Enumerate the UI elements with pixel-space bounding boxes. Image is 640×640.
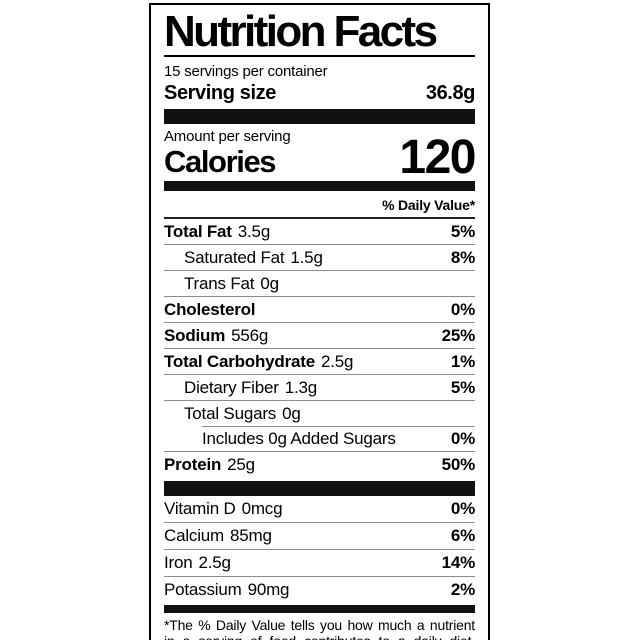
thick-divider-bar xyxy=(164,109,475,124)
calories-value: 120 xyxy=(399,131,476,184)
micronutrient-table: Vitamin D 0mcg 0% Calcium 85mg 6% Iron 2.5g… xyxy=(164,496,475,603)
nutrient-name-amount: Saturated Fat 1.5g xyxy=(184,247,323,267)
nutrient-name-amount: Total Fat 3.5g xyxy=(164,221,271,241)
calories-section: Amount per serving Calories 120 xyxy=(164,128,476,184)
nutrient-name-amount: Iron 2.5g xyxy=(164,553,231,572)
micronutrient-row-iron: Iron 2.5g 14% xyxy=(164,549,475,576)
nutrient-daily-value: 0% xyxy=(450,428,475,448)
micronutrient-row-calcium: Calcium 85mg 6% xyxy=(164,522,475,549)
micronutrient-row-vitamin-d: Vitamin D 0mcg 0% xyxy=(164,496,475,522)
nutrient-row-trans-fat: Trans Fat 0g xyxy=(164,270,475,296)
nutrient-row-sodium: Sodium 556g 25% xyxy=(164,322,475,348)
nutrient-row-total-carbohydrate: Total Carbohydrate 2.5g 1% xyxy=(164,348,475,374)
serving-size-label: Serving size xyxy=(164,82,276,104)
nutrient-name-amount: Total Sugars 0g xyxy=(184,403,301,423)
nutrient-daily-value: 1% xyxy=(450,351,475,371)
nutrient-name-amount: Sodium 556g xyxy=(164,325,269,345)
nutrient-table: Total Fat 3.5g 5% Saturated Fat 1.5g 8% Tr… xyxy=(164,217,475,477)
nutrient-row-dietary-fiber: Dietary Fiber 1.3g 5% xyxy=(164,374,475,400)
nutrient-daily-value: 0% xyxy=(450,299,475,319)
daily-value-footnote: *The % Daily Value tells you how much a … xyxy=(164,617,475,640)
nutrient-name-amount: Vitamin D 0mcg xyxy=(164,499,283,518)
calories-label: Calories xyxy=(164,144,277,179)
nutrient-row-total-sugars: Total Sugars 0g xyxy=(164,400,475,426)
nutrient-name-amount: Potassium 90mg xyxy=(164,580,290,599)
calories-left-column: Amount per serving Calories xyxy=(164,128,291,179)
nutrient-name-amount: Calcium 85mg xyxy=(164,526,272,545)
nutrient-name-amount: Total Carbohydrate 2.5g xyxy=(164,351,354,371)
serving-size-value: 36.8g xyxy=(425,82,476,104)
nutrient-daily-value: 14% xyxy=(441,553,476,572)
nutrient-daily-value: 0% xyxy=(450,499,475,518)
nutrient-name-amount: Includes 0g Added Sugars xyxy=(202,428,396,448)
daily-value-header: % Daily Value* xyxy=(382,197,475,213)
title-divider xyxy=(164,55,475,57)
footnote-line: *The % Daily Value tells you how much a … xyxy=(164,617,475,633)
servings-per-container: 15 servings per container xyxy=(164,63,328,80)
nutrient-name-amount: Protein 25g xyxy=(164,454,255,474)
nutrient-row-cholesterol: Cholesterol 0% xyxy=(164,296,475,322)
nutrient-name-amount: Cholesterol xyxy=(164,299,256,319)
nutrient-daily-value: 5% xyxy=(450,221,475,241)
label-title: Nutrition Facts xyxy=(164,7,438,56)
nutrient-row-protein: Protein 25g 50% xyxy=(164,451,475,477)
nutrition-facts-label: Nutrition Facts 15 servings per containe… xyxy=(149,3,490,640)
footnote-line: in a serving of food contributes to a da… xyxy=(164,633,475,640)
nutrient-daily-value: 6% xyxy=(450,526,475,545)
serving-size-row: Serving size 36.8g xyxy=(164,82,475,105)
nutrient-daily-value: 50% xyxy=(441,454,476,474)
nutrient-row-saturated-fat: Saturated Fat 1.5g 8% xyxy=(164,244,475,270)
medium-divider-bar xyxy=(164,181,475,191)
nutrient-name-amount: Trans Fat 0g xyxy=(184,273,279,293)
nutrient-daily-value: 8% xyxy=(450,247,475,267)
nutrient-daily-value: 25% xyxy=(441,325,476,345)
thick-divider-bar xyxy=(164,481,475,496)
nutrient-name-amount: Dietary Fiber 1.3g xyxy=(184,377,317,397)
amount-per-serving-label: Amount per serving xyxy=(164,128,291,145)
nutrient-daily-value: 2% xyxy=(450,580,475,599)
medium-divider-bar xyxy=(164,605,475,613)
nutrient-daily-value: 5% xyxy=(450,377,475,397)
micronutrient-row-potassium: Potassium 90mg 2% xyxy=(164,576,475,603)
nutrient-row-total-fat: Total Fat 3.5g 5% xyxy=(164,217,475,244)
nutrient-row-added-sugars: Includes 0g Added Sugars 0% xyxy=(164,426,475,451)
